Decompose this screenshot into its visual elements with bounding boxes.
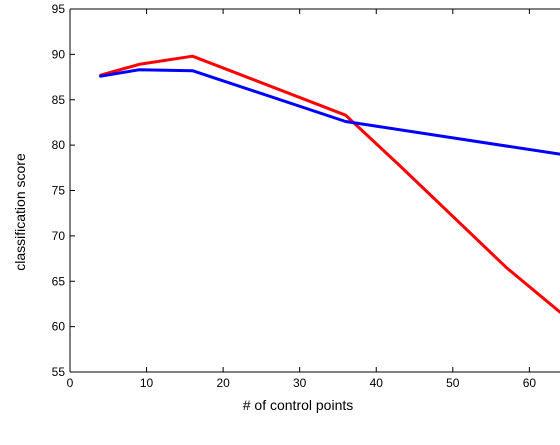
x-tick-label-2: 20 <box>216 376 230 390</box>
x-tick-label-0: 0 <box>67 376 74 390</box>
y-tick-label-6: 85 <box>52 93 66 107</box>
y-tick-label-3: 70 <box>52 229 66 243</box>
x-tick-label-1: 10 <box>140 376 154 390</box>
series-layer <box>99 54 560 314</box>
ticks-layer: 0 10 20 30 40 50 60 55 60 65 70 75 80 85 90 95 <box>52 2 537 390</box>
y-tick-label-8: 95 <box>52 2 66 16</box>
x-axis-title: # of control points <box>243 397 354 413</box>
y-tick-label-7: 90 <box>52 47 66 61</box>
x-tick-label-3: 30 <box>293 376 307 390</box>
x-tick-label-6: 60 <box>523 376 537 390</box>
x-tick-label-5: 50 <box>446 376 460 390</box>
y-tick-label-5: 80 <box>52 138 66 152</box>
y-tick-label-4: 75 <box>52 184 66 198</box>
y-tick-label-0: 55 <box>52 365 66 379</box>
y-tick-label-1: 60 <box>52 320 66 334</box>
y-axis-title: classification score <box>12 153 28 271</box>
y-tick-label-2: 65 <box>52 274 66 288</box>
x-tick-label-4: 40 <box>370 376 384 390</box>
